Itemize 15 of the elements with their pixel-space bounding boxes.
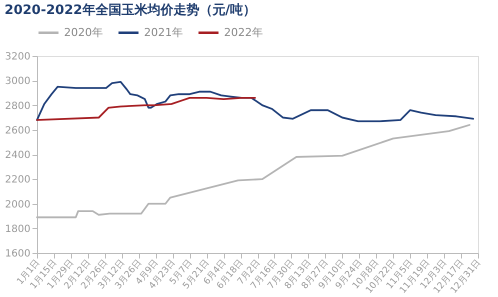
legend-label: 2022年 bbox=[224, 26, 263, 39]
y-tick-label: 2200 bbox=[5, 174, 30, 186]
y-tick-label: 2600 bbox=[5, 125, 30, 136]
y-tick-label: 2400 bbox=[5, 150, 30, 161]
y-tick-label: 2800 bbox=[5, 100, 30, 112]
legend-label: 2020年 bbox=[64, 26, 103, 39]
legend-label: 2021年 bbox=[144, 26, 183, 39]
y-tick-label: 2000 bbox=[5, 199, 30, 210]
line-series bbox=[36, 96, 256, 121]
y-tick-label: 3000 bbox=[5, 76, 30, 88]
line-series bbox=[36, 80, 474, 122]
y-tick-label: 1600 bbox=[5, 248, 30, 260]
y-tick-label: 3200 bbox=[5, 52, 30, 62]
y-tick-label: 1800 bbox=[5, 224, 30, 235]
chart-title: 2020-2022年全国玉米均价走势（元/吨） bbox=[4, 2, 256, 18]
